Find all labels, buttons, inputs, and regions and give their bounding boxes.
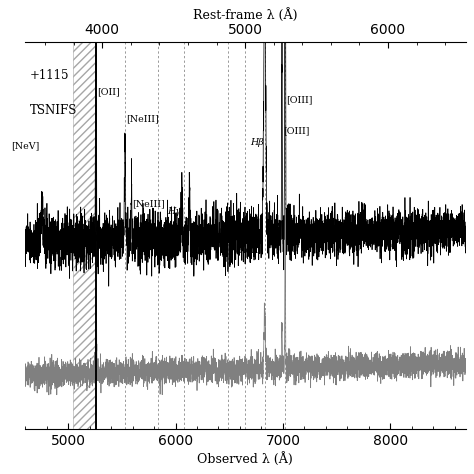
Text: [NeIII]: [NeIII] bbox=[132, 200, 165, 209]
Bar bbox=[73, 42, 96, 428]
Text: +1115: +1115 bbox=[29, 69, 69, 82]
Text: [OIII]: [OIII] bbox=[191, 227, 217, 236]
X-axis label: Observed λ (Å): Observed λ (Å) bbox=[198, 452, 293, 465]
Text: [OII]: [OII] bbox=[97, 87, 119, 96]
Text: HeII: HeII bbox=[237, 246, 259, 255]
Text: Hγ: Hγ bbox=[167, 207, 181, 216]
Text: TSNIFS: TSNIFS bbox=[29, 104, 77, 117]
Text: [OIII]: [OIII] bbox=[286, 95, 312, 104]
Text: Hβ: Hβ bbox=[250, 137, 264, 146]
Text: [NeIII]: [NeIII] bbox=[126, 114, 159, 123]
Text: [NeV]: [NeV] bbox=[10, 141, 39, 150]
Bar bbox=[73, 42, 96, 428]
Text: [OIII]: [OIII] bbox=[283, 126, 309, 135]
X-axis label: Rest-frame λ (Å): Rest-frame λ (Å) bbox=[193, 9, 298, 22]
